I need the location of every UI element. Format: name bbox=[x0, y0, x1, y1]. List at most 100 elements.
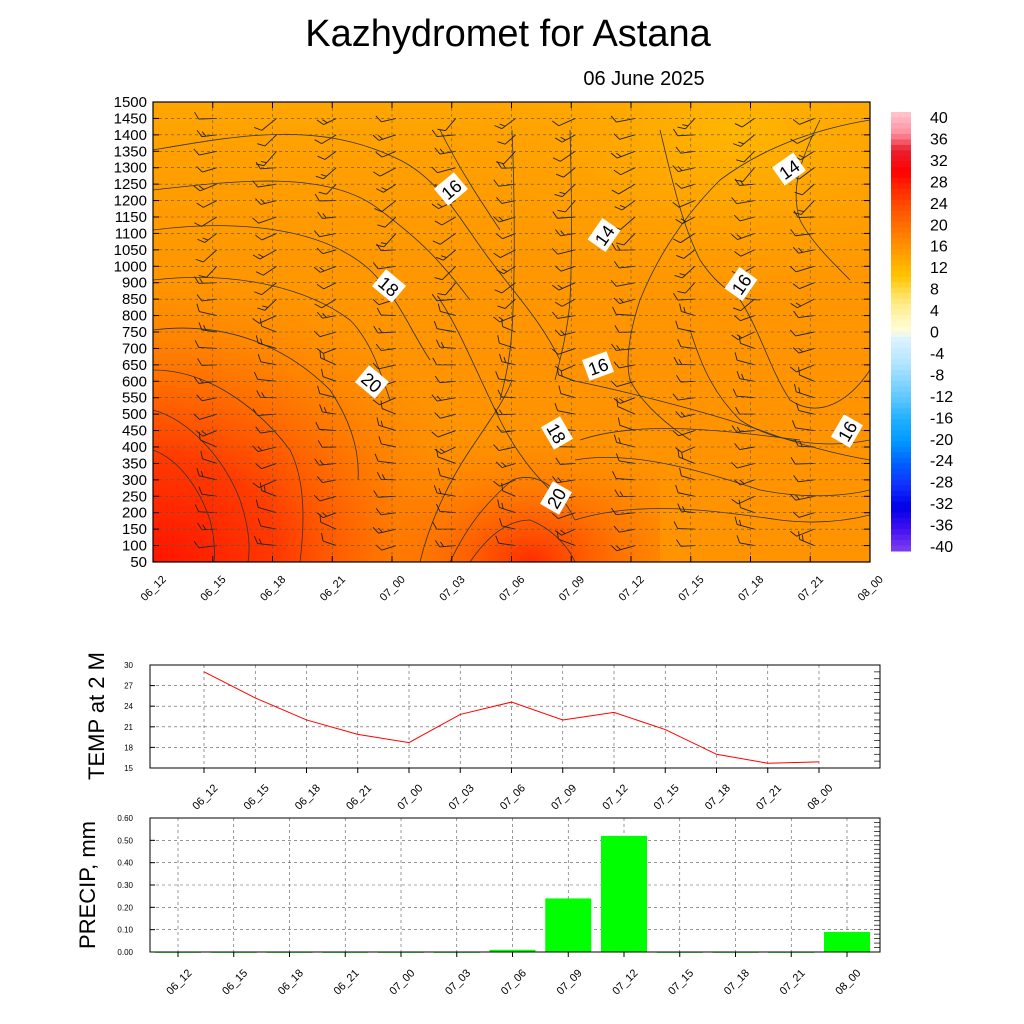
wind-barb-shaft bbox=[378, 528, 397, 534]
wind-barb bbox=[554, 265, 576, 272]
wind-barb-flag bbox=[619, 204, 626, 209]
wind-barb-shaft bbox=[682, 216, 695, 224]
wind-barb-shaft bbox=[379, 167, 397, 177]
wind-barb-shaft bbox=[678, 200, 695, 208]
wind-barb-flag bbox=[552, 311, 558, 319]
y-tick-label: 350 bbox=[122, 455, 147, 472]
wind-barb bbox=[495, 371, 516, 382]
wind-barb bbox=[431, 129, 456, 137]
y-tick-label: 1250 bbox=[114, 176, 147, 193]
wind-barb-shaft bbox=[795, 331, 815, 337]
wind-barb-flag bbox=[433, 485, 438, 494]
wind-barb bbox=[435, 249, 457, 261]
y-tick-label: 700 bbox=[122, 340, 147, 357]
wind-barb bbox=[194, 216, 217, 227]
wind-barb bbox=[734, 352, 755, 366]
colorbar-segment bbox=[891, 375, 911, 382]
wind-barb-shaft bbox=[201, 216, 217, 227]
wind-barb-flag bbox=[793, 212, 802, 215]
wind-barb-flag bbox=[377, 527, 383, 533]
wind-barb-flag bbox=[258, 538, 262, 545]
x-tick-label: 08_00 bbox=[856, 574, 886, 604]
wind-barb-shaft bbox=[799, 118, 815, 125]
wind-barb bbox=[316, 347, 337, 354]
wind-barb-flag bbox=[315, 175, 324, 180]
wind-barb-shaft bbox=[323, 512, 337, 519]
colorbar-segment bbox=[891, 177, 911, 184]
contour-line bbox=[153, 369, 304, 562]
wind-barb-shaft bbox=[558, 348, 576, 355]
x-tick-label: 06_15 bbox=[220, 967, 250, 997]
wind-barb bbox=[193, 376, 217, 384]
wind-barb-flag bbox=[258, 253, 264, 258]
wind-barb-flag bbox=[673, 356, 679, 365]
wind-barb-flag bbox=[617, 417, 621, 426]
wind-barb-flag bbox=[616, 345, 621, 351]
wind-barb-shaft bbox=[682, 265, 696, 279]
precip-grid bbox=[150, 818, 880, 952]
wind-barb-shaft bbox=[259, 249, 277, 260]
colorbar-segment bbox=[891, 293, 911, 300]
wind-barb-flag bbox=[432, 357, 438, 366]
wind-barb bbox=[792, 118, 815, 125]
wind-barb-shaft bbox=[257, 378, 277, 382]
wind-barb-flag bbox=[196, 202, 204, 208]
colorbar-tick-label: -20 bbox=[930, 432, 953, 449]
wind-barb-flag bbox=[610, 279, 617, 287]
wind-barb-shaft bbox=[799, 374, 815, 382]
wind-barb bbox=[255, 426, 277, 434]
wind-barb-flag bbox=[322, 512, 328, 517]
colorbar-tick-label: -40 bbox=[930, 539, 953, 556]
colorbar-segment bbox=[891, 166, 911, 173]
wind-barb-flag bbox=[613, 169, 621, 176]
wind-barb bbox=[254, 282, 277, 296]
wind-barb-shaft bbox=[798, 249, 815, 254]
wind-barb-flag bbox=[193, 413, 200, 420]
wind-barb-shaft bbox=[436, 492, 456, 497]
wind-barb-flag bbox=[316, 476, 323, 483]
colorbar-tick-label: 4 bbox=[930, 303, 939, 320]
y-tick-label: 50 bbox=[130, 554, 147, 571]
colorbar-segment bbox=[891, 386, 911, 393]
main-grid bbox=[153, 102, 870, 562]
wind-barb-shaft bbox=[440, 475, 456, 481]
wind-barb-flag bbox=[792, 119, 800, 125]
wind-barb bbox=[677, 118, 696, 130]
wind-barb-shaft bbox=[619, 397, 636, 404]
wind-barb bbox=[792, 246, 815, 254]
wind-barb bbox=[257, 298, 277, 311]
wind-barb-shaft bbox=[797, 134, 815, 144]
colorbar-segment bbox=[891, 227, 911, 234]
wind-barb-flag bbox=[795, 494, 800, 500]
wind-barb-shaft bbox=[797, 298, 815, 309]
colorbar-tick-label: 20 bbox=[930, 217, 948, 234]
wind-barb-flag bbox=[557, 477, 562, 483]
wind-barb-flag bbox=[613, 434, 617, 443]
wind-barb-shaft bbox=[501, 361, 516, 366]
wind-barb-flag bbox=[377, 224, 386, 228]
wind-barb-shaft bbox=[617, 150, 636, 159]
wind-barb-flag bbox=[493, 407, 499, 415]
wind-barb bbox=[794, 183, 815, 196]
x-tick-label: 07_00 bbox=[387, 967, 417, 997]
colorbar-segment bbox=[891, 347, 911, 354]
wind-barb-flag bbox=[610, 380, 618, 387]
wind-barb-shaft bbox=[677, 528, 695, 530]
wind-barb bbox=[734, 167, 755, 182]
wind-barb-flag bbox=[734, 352, 738, 361]
wind-barb-shaft bbox=[561, 364, 576, 372]
wind-barb bbox=[789, 329, 815, 337]
wind-barb-shaft bbox=[502, 490, 516, 497]
wind-barb-shaft bbox=[322, 376, 337, 382]
wind-barb-shaft bbox=[326, 183, 337, 195]
wind-barb bbox=[317, 150, 337, 160]
wind-barb-shaft bbox=[795, 427, 815, 432]
wind-barb-shaft bbox=[441, 446, 456, 455]
colorbar-segment bbox=[891, 221, 911, 228]
wind-barb bbox=[674, 265, 696, 279]
precip-bar bbox=[489, 949, 536, 952]
wind-barb bbox=[790, 229, 815, 237]
y-tick-label: 0.30 bbox=[117, 881, 133, 890]
wind-barb-flag bbox=[610, 115, 617, 123]
